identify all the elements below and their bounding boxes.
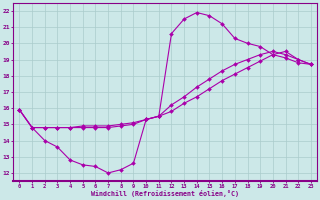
X-axis label: Windchill (Refroidissement éolien,°C): Windchill (Refroidissement éolien,°C) [91,190,239,197]
